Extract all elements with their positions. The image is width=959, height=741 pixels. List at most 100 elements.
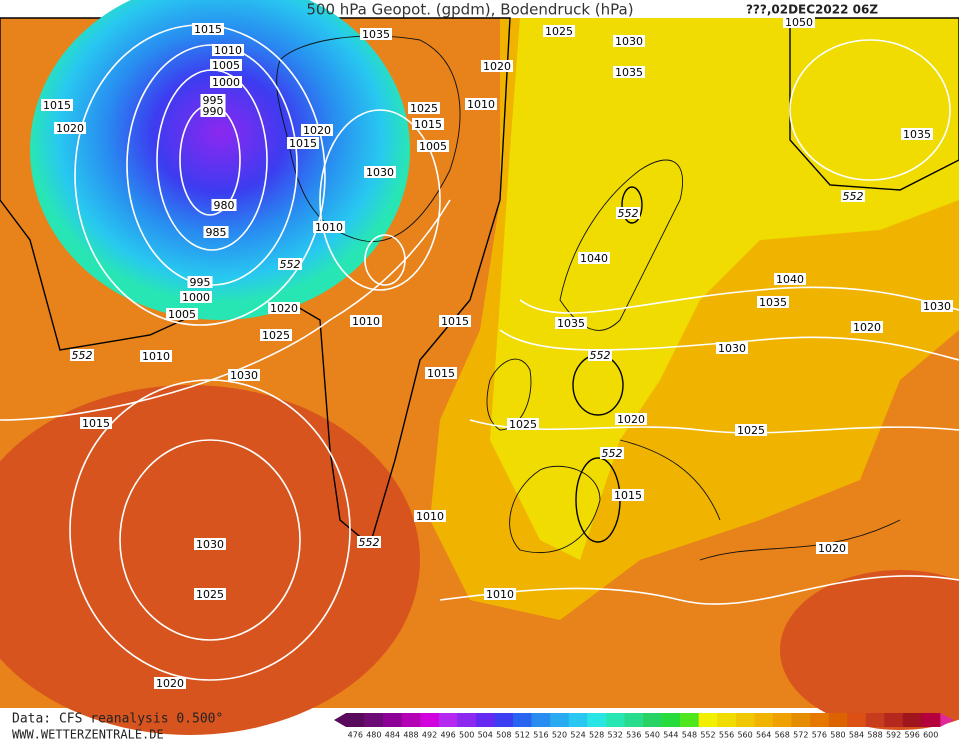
isobar-label-box bbox=[615, 413, 647, 425]
warm-field bbox=[780, 570, 959, 730]
colorbar-swatch bbox=[902, 713, 922, 727]
isobar-label: 1030 bbox=[230, 369, 258, 382]
colorbar-label: 528 bbox=[589, 731, 604, 740]
colorbar-swatch bbox=[717, 713, 737, 727]
colorbar-label: 592 bbox=[886, 731, 901, 740]
geopotential-label: 552 bbox=[602, 447, 623, 460]
isobar-label-box bbox=[417, 140, 449, 152]
isobar bbox=[789, 39, 951, 181]
colorbar-arrow bbox=[334, 713, 346, 727]
isobar-label-box bbox=[816, 542, 848, 554]
colorbar-swatch bbox=[550, 713, 570, 727]
isobar-label-box bbox=[228, 369, 260, 381]
isobar-label-box bbox=[613, 66, 645, 78]
isobar-label: 1005 bbox=[168, 308, 196, 321]
map-labels: 1015101010051000995990980985995100010051… bbox=[41, 16, 953, 690]
geopotential-label-box bbox=[357, 536, 381, 548]
colorbar-swatch bbox=[364, 713, 384, 727]
isobar bbox=[469, 419, 959, 434]
coastline bbox=[559, 159, 684, 331]
geopotential-label: 552 bbox=[590, 349, 611, 362]
colorbar-label: 568 bbox=[775, 731, 790, 740]
isobar-label: 1020 bbox=[56, 122, 84, 135]
colorbar-swatch bbox=[643, 713, 662, 727]
low-field bbox=[30, 0, 410, 320]
isobar-label: 1030 bbox=[923, 300, 951, 313]
colorbar-label: 516 bbox=[533, 731, 548, 740]
warm-field bbox=[0, 385, 420, 735]
isobar bbox=[0, 199, 451, 421]
geopotential-label-box bbox=[588, 349, 612, 361]
isobar-label: 1025 bbox=[545, 25, 573, 38]
isobar-label: 1015 bbox=[614, 489, 642, 502]
isobar-label-box bbox=[180, 291, 212, 303]
isobar-label: 1010 bbox=[315, 221, 343, 234]
colorbar-label: 492 bbox=[422, 731, 437, 740]
colorbar-swatch bbox=[735, 713, 755, 727]
isobar-label-box bbox=[613, 35, 645, 47]
map-title: 500 hPa Geopot. (gpdm), Bodendruck (hPa) bbox=[306, 1, 633, 19]
isobar-label-box bbox=[412, 118, 444, 130]
ne-trough-field bbox=[789, 17, 959, 191]
colorbar-label: 572 bbox=[793, 731, 808, 740]
isobar-label-box bbox=[716, 342, 748, 354]
isobar-label: 1050 bbox=[785, 16, 813, 29]
colorbar: 476 480 484 488 492 496 500 504 508 512 516 520 524 5… bbox=[334, 713, 954, 740]
isobar-label: 1025 bbox=[196, 588, 224, 601]
isobar-label-box bbox=[408, 102, 440, 114]
colorbar-label: 548 bbox=[682, 731, 697, 740]
isobar-label: 1035 bbox=[557, 317, 585, 330]
isobar-label: 1030 bbox=[718, 342, 746, 355]
colorbar-swatch bbox=[661, 713, 681, 727]
isobar-label-box bbox=[187, 276, 213, 288]
colorbar-arrow bbox=[940, 713, 954, 727]
colorbar-label: 580 bbox=[830, 731, 845, 740]
isobar-label: 1025 bbox=[262, 329, 290, 342]
isobar-label-box bbox=[901, 128, 933, 140]
isobar-label: 1010 bbox=[486, 588, 514, 601]
isobar-label: 1035 bbox=[759, 296, 787, 309]
trough-field bbox=[0, 17, 511, 547]
isobar-label-box bbox=[313, 221, 345, 233]
map-date: ???,02DEC2022 06Z bbox=[746, 3, 878, 17]
colorbar-label: 476 bbox=[348, 731, 363, 740]
isobar-label-box bbox=[735, 424, 767, 436]
isobar-label-box bbox=[212, 44, 244, 56]
isobar bbox=[119, 439, 301, 641]
isobar-label-box bbox=[360, 28, 392, 40]
isobar-label: 1035 bbox=[362, 28, 390, 41]
isobar-label: 1005 bbox=[419, 140, 447, 153]
colorbar-swatch bbox=[921, 713, 941, 727]
colorbar-label: 500 bbox=[459, 731, 474, 740]
isobar-label: 1020 bbox=[818, 542, 846, 555]
colorbar-swatch bbox=[828, 713, 848, 727]
isobar-label: 1025 bbox=[509, 418, 537, 431]
colorbar-label: 600 bbox=[923, 731, 938, 740]
geopotential-label: 552 bbox=[280, 258, 301, 271]
isobar-label-box bbox=[774, 273, 806, 285]
geopotential-label: 552 bbox=[618, 207, 639, 220]
isobar-label-box bbox=[425, 367, 457, 379]
colorbar-swatch bbox=[513, 713, 532, 727]
isobar-label-box bbox=[543, 25, 575, 37]
isobar-label-box bbox=[192, 23, 224, 35]
colorbar-swatch bbox=[420, 713, 440, 727]
isobar bbox=[439, 575, 959, 605]
colorbar-swatch bbox=[457, 713, 477, 727]
colorbar-label: 520 bbox=[552, 731, 567, 740]
colorbar-swatch bbox=[754, 713, 774, 727]
colorbar-swatch bbox=[531, 713, 551, 727]
colorbar-label: 540 bbox=[645, 731, 660, 740]
colorbar-swatch bbox=[475, 713, 495, 727]
isobar-label-box bbox=[203, 226, 229, 238]
colorbar-label: 496 bbox=[440, 731, 455, 740]
colorbar-swatch bbox=[791, 713, 811, 727]
colorbar-label: 588 bbox=[867, 731, 882, 740]
geopotential-label-box bbox=[600, 447, 624, 459]
colorbar-label: 504 bbox=[478, 731, 493, 740]
isobar-label: 1005 bbox=[212, 59, 240, 72]
isobar-label-box bbox=[578, 252, 610, 264]
isobar-label: 1015 bbox=[82, 417, 110, 430]
isobar-label-box bbox=[41, 99, 73, 111]
isobar-label-box bbox=[783, 16, 815, 28]
